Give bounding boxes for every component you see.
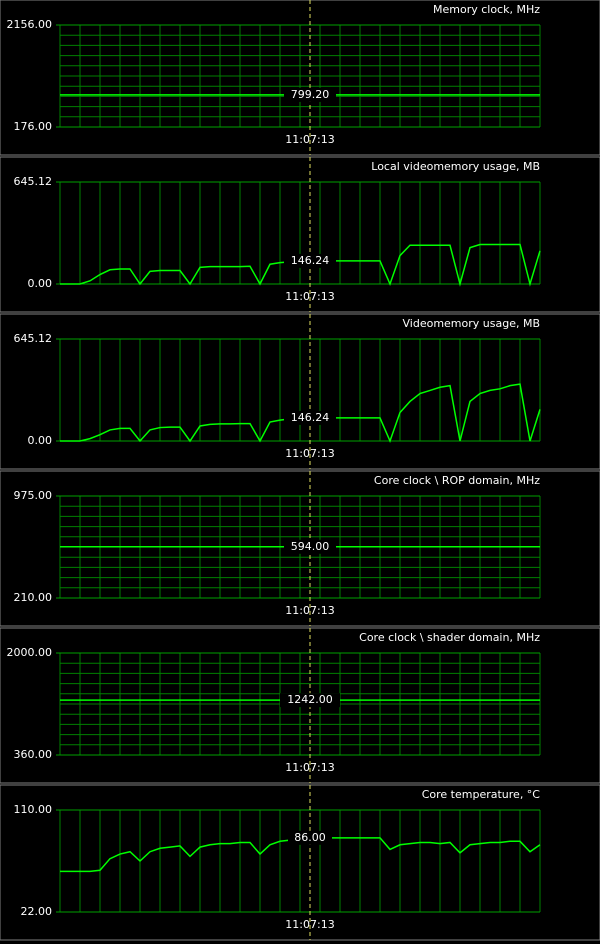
current-value-bg — [284, 410, 336, 425]
chart-title: Core temperature, °C — [422, 788, 541, 801]
current-value-bg — [284, 539, 336, 554]
current-value: 146.24 — [291, 411, 330, 424]
time-label: 11:07:13 — [285, 918, 334, 931]
time-label: 11:07:13 — [285, 133, 334, 146]
current-value: 146.24 — [291, 254, 330, 267]
current-value-bg — [288, 830, 332, 845]
y-tick-label: 2000.00 — [7, 646, 53, 659]
chart-title: Core clock \ shader domain, MHz — [359, 631, 540, 644]
y-tick-label: 645.12 — [14, 332, 53, 345]
y-tick-label: 210.00 — [14, 591, 53, 604]
chart-title: Videomemory usage, MB — [403, 317, 541, 330]
current-value-bg — [284, 253, 336, 268]
current-value: 86.00 — [294, 831, 326, 844]
y-tick-label: 110.00 — [14, 803, 53, 816]
current-value-bg — [280, 693, 340, 708]
y-tick-label: 0.00 — [28, 434, 53, 447]
y-tick-label: 360.00 — [14, 748, 53, 761]
y-tick-label: 975.00 — [14, 489, 53, 502]
chart-title: Memory clock, MHz — [433, 3, 540, 16]
time-label: 11:07:13 — [285, 604, 334, 617]
y-tick-label: 22.00 — [21, 905, 53, 918]
time-label: 11:07:13 — [285, 447, 334, 460]
y-tick-label: 2156.00 — [7, 18, 53, 31]
time-label: 11:07:13 — [285, 761, 334, 774]
current-value-bg — [284, 87, 336, 102]
y-tick-label: 176.00 — [14, 120, 53, 133]
chart-title: Core clock \ ROP domain, MHz — [374, 474, 540, 487]
y-tick-label: 0.00 — [28, 277, 53, 290]
chart-title: Local videomemory usage, MB — [371, 160, 540, 173]
current-value: 594.00 — [291, 540, 330, 553]
current-value: 799.20 — [291, 88, 330, 101]
current-value: 1242.00 — [287, 693, 333, 706]
y-tick-label: 645.12 — [14, 175, 53, 188]
time-label: 11:07:13 — [285, 290, 334, 303]
